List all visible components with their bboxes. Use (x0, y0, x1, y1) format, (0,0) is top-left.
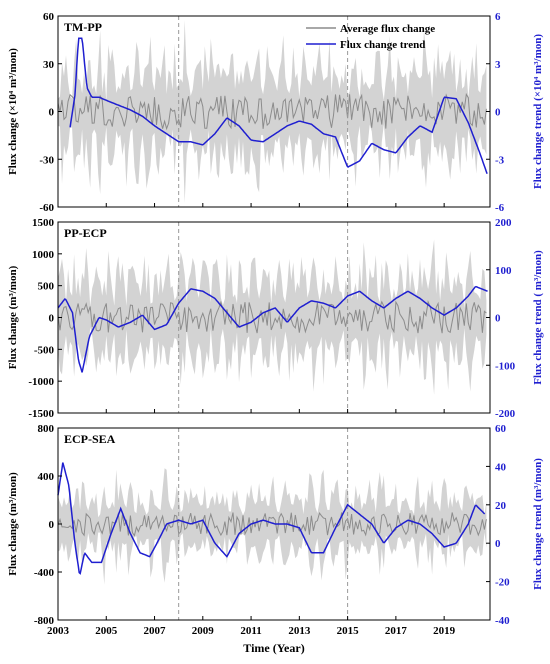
panel-title: PP-ECP (64, 226, 107, 240)
y-right-tick-label: -200 (495, 408, 516, 420)
x-axis-label: Time (Year) (243, 641, 304, 655)
y-right-tick-label: 6 (495, 11, 501, 23)
y-right-tick-label: -6 (495, 202, 505, 214)
y-right-tick-label: -100 (495, 360, 516, 372)
panel-ecp-sea: 800 400 0 -400 -800 60 40 20 0 -20 -40 2003 2005 2007… (7, 423, 544, 637)
y-right-tick-label: 100 (495, 265, 512, 277)
y-right-axis-label: Flux change trend ( m³/mon) (532, 250, 544, 385)
y-right-tick-label: 0 (495, 538, 501, 550)
y-tick-label: 800 (38, 423, 55, 435)
y-tick-label: 0 (49, 519, 55, 531)
panel-pp-ecp: 150010005000-500-1000-15002001000-100-20… (7, 217, 544, 420)
x-tick-label: 2009 (192, 625, 215, 637)
y-tick-label: -60 (39, 202, 54, 214)
legend-trend-label: Flux change trend (340, 39, 425, 51)
y-tick-label: -30 (39, 154, 54, 166)
y-tick-label: -400 (34, 567, 55, 579)
y-tick-label: 60 (43, 11, 55, 23)
y-tick-label: 500 (38, 281, 55, 293)
y-right-axis-label: Flux change trend (×10⁴ m³/mon) (532, 34, 544, 189)
variability-band (58, 239, 487, 395)
x-tick-label: 2019 (433, 625, 456, 637)
y-tick-label: -500 (34, 344, 55, 356)
y-tick-label: 400 (38, 471, 55, 483)
y-right-tick-label: 60 (495, 423, 507, 435)
x-tick-label: 2005 (95, 625, 118, 637)
x-tick-label: 2013 (288, 625, 311, 637)
flux-trend-line (57, 462, 486, 575)
y-right-tick-label: -3 (495, 154, 505, 166)
variability-band (58, 468, 487, 585)
y-tick-label: -1000 (28, 376, 54, 388)
y-axis-label: Flux change (×10⁴ m³/mon) (7, 48, 19, 175)
legend-average-label: Average flux change (340, 23, 435, 35)
y-axis-label: Flux change (m³/mon) (7, 472, 19, 576)
y-tick-label: -800 (34, 615, 55, 627)
y-right-axis-label: Flux change trend (m³/mon) (532, 458, 544, 590)
average-flux-line (57, 299, 487, 334)
flux-trend-line (69, 37, 488, 175)
y-right-tick-label: 0 (495, 107, 501, 119)
panel-title: TM-PP (64, 20, 102, 34)
x-tick-label: 2007 (144, 625, 167, 637)
y-right-tick-label: -20 (495, 577, 510, 589)
average-flux-line (57, 92, 487, 131)
y-tick-label: -1500 (28, 408, 54, 420)
y-axis-label: Flux change (m³/mon) (7, 265, 19, 369)
y-tick-label: 0 (49, 107, 55, 119)
y-right-tick-label: -40 (495, 615, 510, 627)
y-right-tick-label: 40 (495, 461, 507, 473)
y-right-tick-label: 3 (495, 59, 501, 71)
y-tick-label: 1000 (32, 249, 55, 261)
flux-trend-line (57, 285, 488, 373)
y-tick-label: 0 (49, 313, 55, 325)
y-right-tick-label: 200 (495, 217, 512, 229)
y-right-tick-label: 0 (495, 313, 501, 325)
panel-title: ECP-SEA (64, 432, 116, 446)
x-tick-label: 2011 (240, 625, 261, 637)
variability-band (58, 20, 487, 203)
x-tick-label: 2015 (337, 625, 360, 637)
average-flux-line (57, 511, 487, 537)
x-tick-label: 2017 (385, 625, 408, 637)
y-tick-label: 1500 (32, 217, 55, 229)
y-tick-label: 30 (43, 59, 55, 71)
legend: Average flux change Flux change trend (306, 23, 435, 51)
x-tick-label: 2003 (47, 625, 70, 637)
y-right-tick-label: 20 (495, 500, 507, 512)
